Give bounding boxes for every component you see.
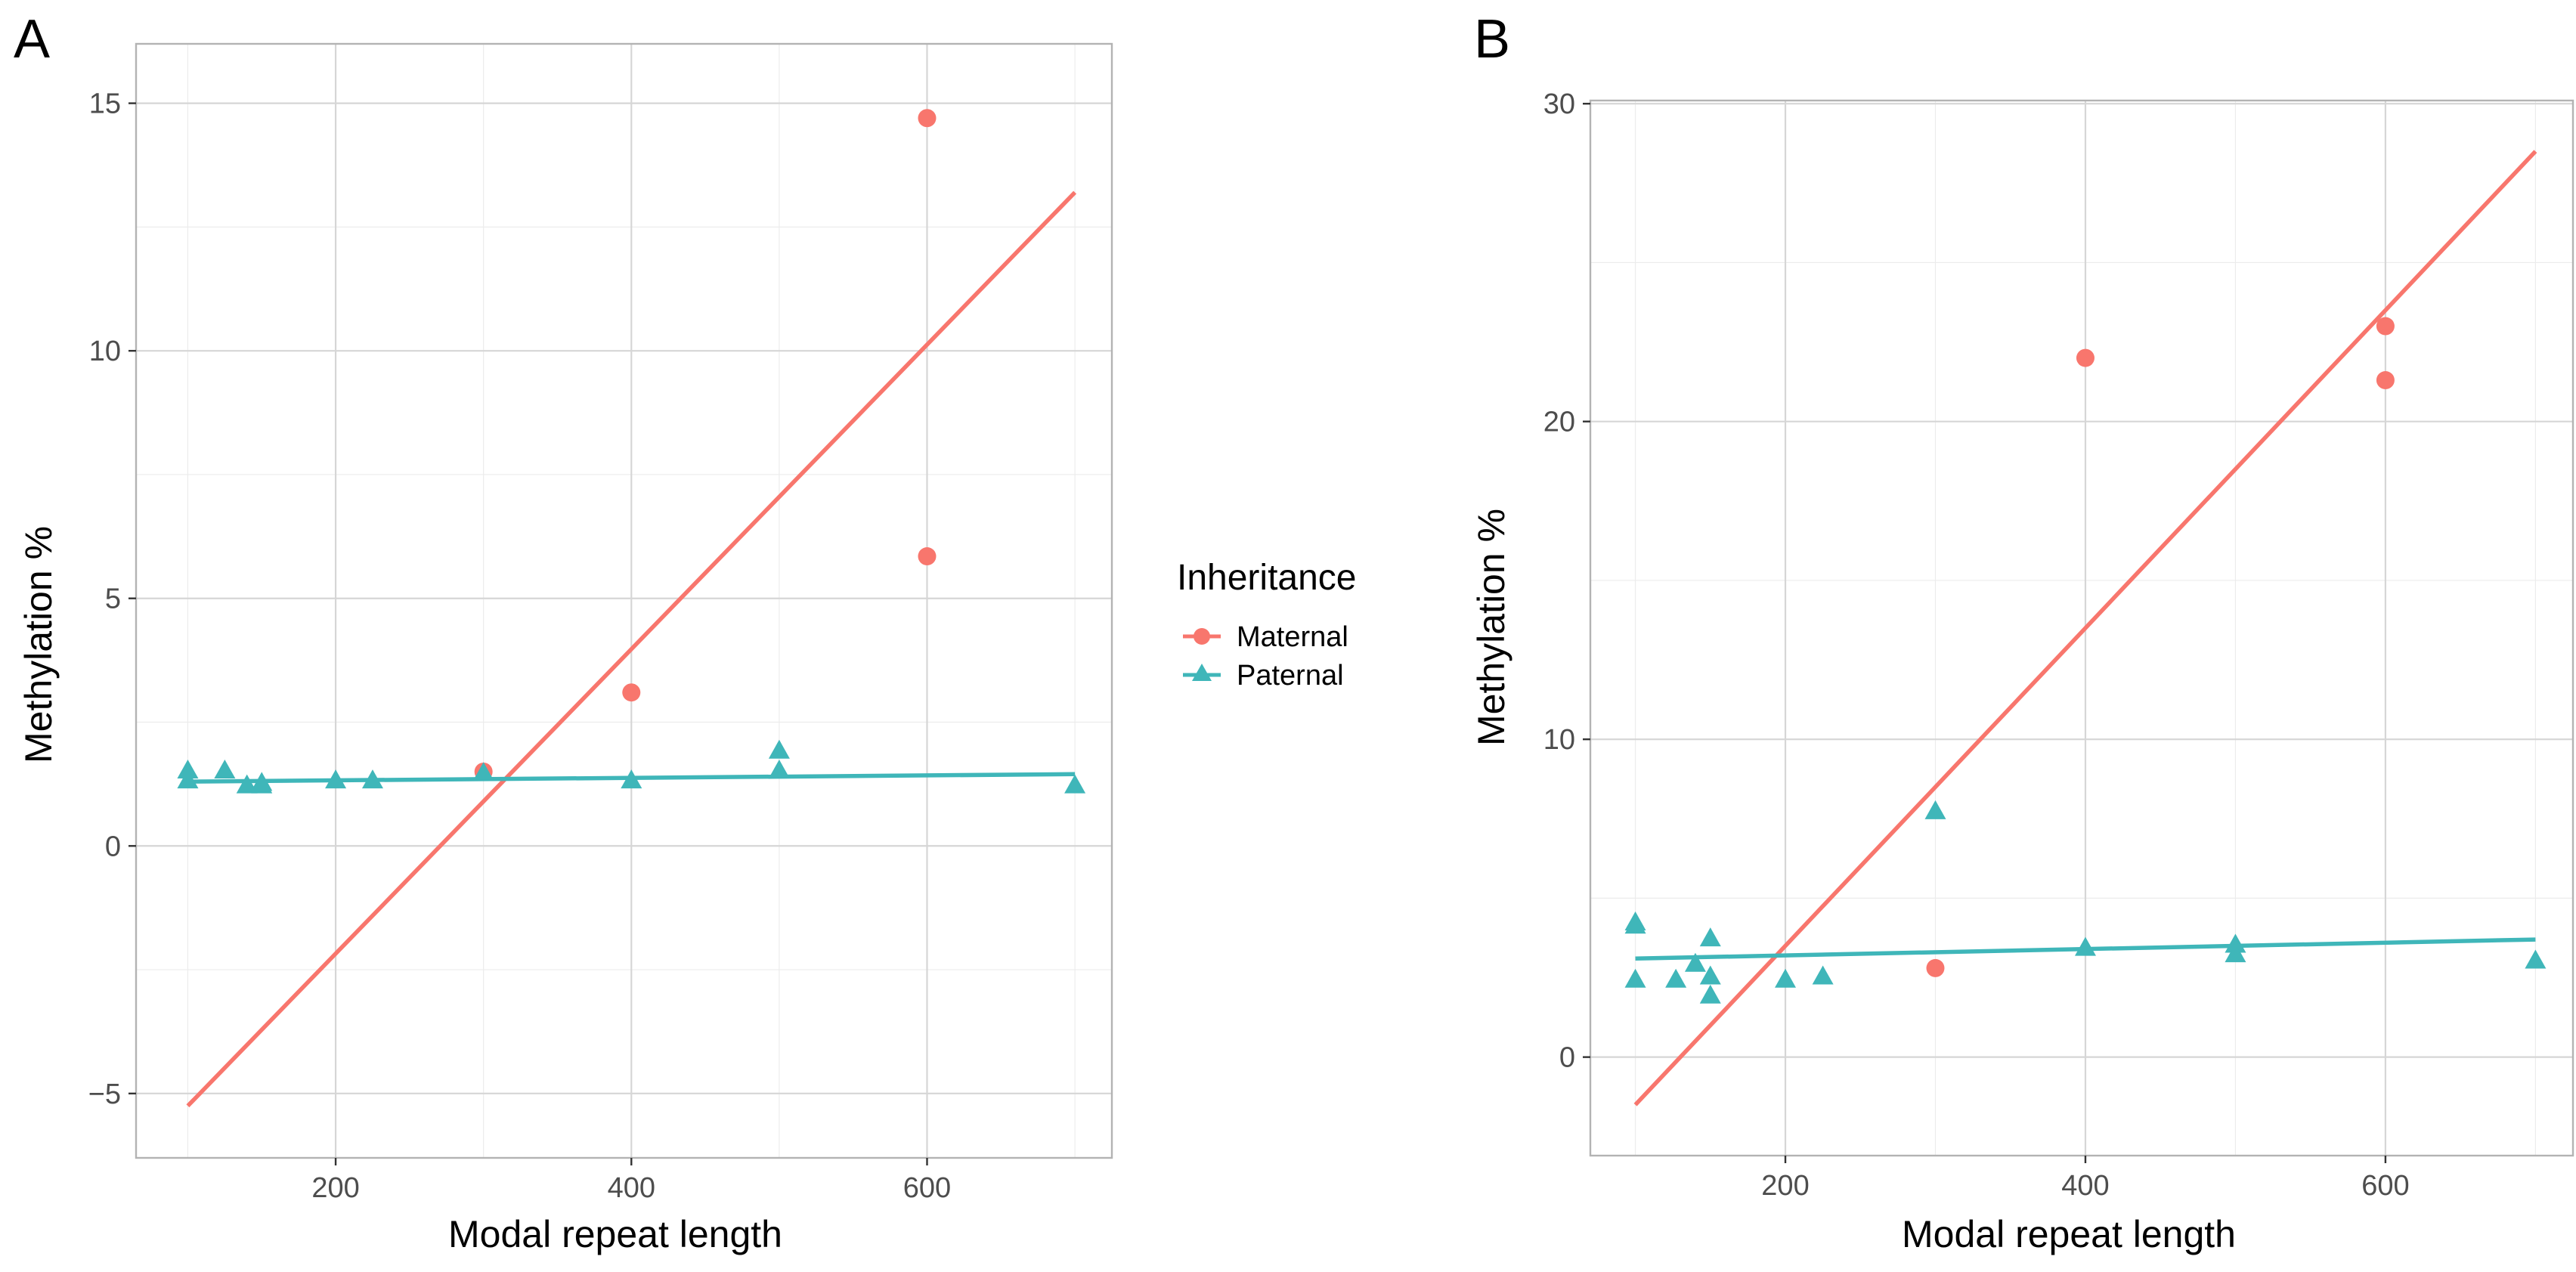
panel-a-paternal-point [177,760,199,779]
panel-b-maternal-point [2376,317,2395,336]
panel-b-maternal-point [1926,958,1945,977]
legend-label-maternal: Maternal [1237,621,1348,653]
panel-a-y-axis-title: Methylation % [17,526,60,763]
panel-a-x-tick-label: 400 [608,1172,655,1204]
panel-a-paternal-point [768,739,790,759]
panel-b-y-tick-label: 30 [1543,88,1575,120]
panel-b-x-tick-label: 200 [1761,1170,1809,1202]
panel-b-x-tick-label: 400 [2061,1170,2109,1202]
panel-a-paternal-point [325,769,347,789]
panel-b-points [1624,317,2547,1004]
legend-paternal-triangle [1192,664,1212,681]
panel-b-paternal-point [1775,968,1797,988]
panel-letter-a: A [14,9,50,70]
panel-a-y-tick-label: −5 [88,1079,121,1110]
panel-b-paternal-point [1699,927,1721,947]
panel-a-maternal-point [918,109,937,128]
panel-letter-b: B [1474,9,1510,70]
legend-maternal-circle [1194,628,1210,645]
panel-a-paternal-point [1064,774,1086,794]
panel-a-y-tick-label: 10 [89,336,121,367]
panel-b-maternal-point [2376,371,2395,390]
panel-b-paternal-point [2225,943,2246,963]
panel-b-maternal-fit-line [1633,150,2537,1106]
panel-b-paternal-point [1924,800,1946,819]
panel-b-paternal-point [1812,965,1834,985]
panel-b-paternal-point [1684,952,1706,972]
panel-a-maternal-point [918,547,937,566]
panel-a-maternal-point [622,683,641,702]
legend-key-paternal [1183,664,1221,681]
panel-a-x-tick-label: 200 [311,1172,359,1204]
panel-a-maternal-fit-line [186,190,1077,1108]
panel-a-paternal-point [361,769,383,789]
panel-b: 200 400 600 0 10 20 30 Modal repeat length Met… [1470,88,2574,1255]
panel-a-border [135,42,1113,1159]
panel-b-maternal-point [2076,348,2095,367]
panel-a-y-tick-label: 5 [105,583,121,615]
panel-a-paternal-point [177,769,199,789]
panel-a-x-tick-label: 600 [903,1172,951,1204]
panel-b-y-axis-title: Methylation % [1470,509,1512,746]
panel-b-paternal-point [1699,965,1721,985]
panel-a-paternal-point [251,774,273,794]
panel-a-ticks: 200 400 600 −5 0 5 10 15 [88,88,952,1204]
panel-a-paternal-point [236,774,258,794]
legend: Inheritance Maternal Paternal [1177,558,1357,692]
panel-a-points [177,109,1086,794]
panel-b-paternal-point [1624,968,1646,988]
panel-b-paternal-point [1665,968,1687,988]
panel-b-x-tick-label: 600 [2361,1170,2409,1202]
panel-a-gridlines [136,44,1112,1158]
legend-label-paternal: Paternal [1237,660,1344,692]
panel-b-y-tick-label: 20 [1543,407,1575,438]
legend-key-maternal [1183,628,1221,645]
panel-b-paternal-point [2074,936,2096,956]
panel-a-y-tick-label: 0 [105,831,121,862]
panel-b-ticks: 200 400 600 0 10 20 30 [1543,88,2410,1202]
panel-b-y-tick-label: 10 [1543,724,1575,756]
panel-b-border [1589,99,2574,1157]
panel-b-paternal-point [2525,949,2547,969]
panel-a-paternal-point [768,760,790,779]
panel-a-paternal-point [472,762,494,781]
panel-b-paternal-point [1624,911,1646,931]
panel-a: 200 400 600 −5 0 5 10 15 Modal repeat length Me… [17,42,1113,1255]
panel-b-x-axis-title: Modal repeat length [1902,1213,2236,1255]
panel-b-y-tick-label: 0 [1559,1042,1575,1074]
legend-title: Inheritance [1177,558,1357,598]
panel-b-paternal-point [1699,984,1721,1004]
panel-a-paternal-point [621,769,642,789]
panel-a-x-axis-title: Modal repeat length [448,1213,782,1255]
panel-a-y-tick-label: 15 [89,88,121,120]
panel-b-paternal-point [2225,933,2246,953]
panel-a-paternal-point [214,760,236,779]
